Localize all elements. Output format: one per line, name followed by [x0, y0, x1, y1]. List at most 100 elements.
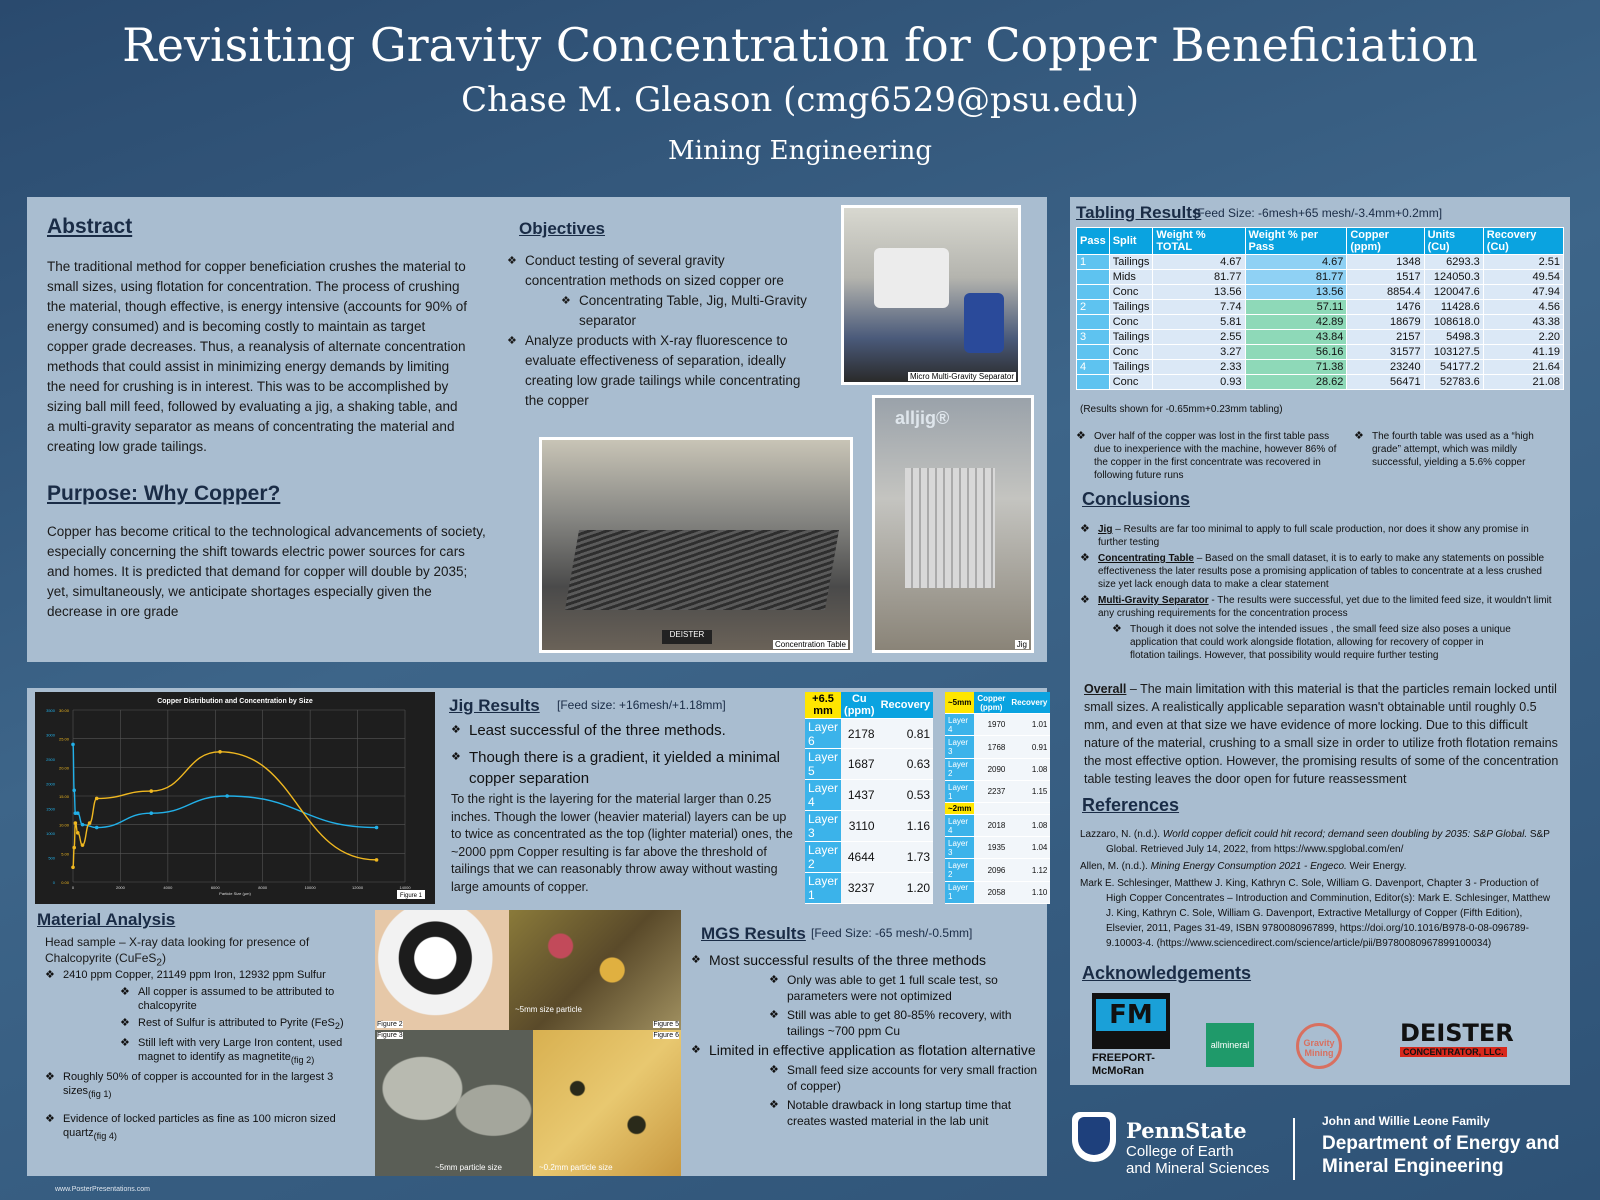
- x-tick-label: 4000: [163, 885, 173, 890]
- table-cell: Layer 3: [805, 810, 842, 843]
- chart-svg: Copper Distribution and Concentration by…: [46, 698, 425, 899]
- psu-college: College of Earth and Mineral Sciences: [1126, 1143, 1270, 1177]
- table-cell: Layer 6: [805, 718, 842, 750]
- table-header-cell: Recovery (Cu): [1482, 227, 1565, 255]
- table-header-cell: Cu (ppm): [841, 692, 878, 719]
- table-cell: 2157: [1346, 329, 1425, 345]
- material-bullet: 2410 ppm Copper, 21149 ppm Iron, 12932 p…: [45, 968, 365, 982]
- table-header-cell: Split: [1108, 227, 1154, 255]
- table-cell: 0.91: [1008, 735, 1051, 759]
- data-point: [75, 811, 80, 815]
- conclusion-sub: Though it does not solve the intended is…: [1112, 623, 1512, 662]
- conclusion-mgs: Multi-Gravity Separator - The results we…: [1080, 594, 1560, 620]
- table-cell: 81.77: [1152, 269, 1246, 285]
- table-cell: 5498.3: [1423, 329, 1484, 345]
- table-cell: Layer 1: [945, 881, 975, 905]
- table-cell: 56.16: [1244, 344, 1348, 360]
- jig-bullet: Least successful of the three methods.: [451, 720, 801, 741]
- table-cell: Layer 1: [945, 780, 975, 804]
- tabling-note-1: Over half of the copper was lost in the …: [1076, 430, 1348, 482]
- table-cell: 1: [1076, 254, 1110, 270]
- table-cell: 3.27: [1152, 344, 1246, 360]
- mgs-feed: [Feed Size: -65 mesh/-0.5mm]: [811, 926, 973, 940]
- deister-logo: DEISTER: [1400, 1019, 1514, 1047]
- x-tick-label: 10000: [305, 885, 317, 890]
- table-cell: Tailings: [1108, 359, 1154, 375]
- table-cell: 4644: [841, 841, 878, 874]
- x-tick-label: 6000: [211, 885, 221, 890]
- table-cell: [1076, 344, 1110, 360]
- author-line: Chase M. Gleason (cmg6529@psu.edu): [461, 80, 1139, 120]
- table-cell: 13.56: [1244, 284, 1348, 300]
- data-point: [75, 831, 80, 835]
- purpose-text: Copper has become critical to the techno…: [47, 524, 486, 619]
- table-cell: 4.56: [1482, 299, 1565, 315]
- table-cell: 11428.6: [1423, 299, 1484, 315]
- table-row: Layer 4 1970 1.01: [945, 713, 1051, 737]
- table-cell: 2.20: [1482, 329, 1565, 345]
- table-header-row: ~5mm Copper (ppm) Recovery: [945, 692, 1051, 715]
- data-point: [149, 789, 154, 793]
- references-list: Lazzaro, N. (n.d.). World copper deficit…: [1080, 827, 1560, 951]
- table-photo: DEISTER Concentration Table: [539, 437, 853, 653]
- table-cell: 4.67: [1152, 254, 1246, 270]
- machine-body: [874, 248, 949, 308]
- objective-subitem: Concentrating Table, Jig, Multi-Gravity …: [561, 291, 807, 331]
- department-line: Mining Engineering: [668, 136, 932, 166]
- table-cell: Layer 4: [945, 814, 975, 838]
- x-tick-label: 12000: [352, 885, 364, 890]
- conclusions-heading: Conclusions: [1082, 489, 1191, 509]
- material-subbullet: All copper is assumed to be attributed t…: [120, 985, 365, 1013]
- mgs-subbullet: Notable drawback in long startup time th…: [769, 1097, 1041, 1129]
- table-cell: Layer 3: [945, 836, 975, 860]
- table-cell: 1476: [1346, 299, 1425, 315]
- table-cell: Conc: [1108, 284, 1154, 300]
- y2-tick-label: 2000: [46, 782, 56, 787]
- mgs-bullet: Most successful results of the three met…: [691, 952, 1041, 969]
- material-bullet: Evidence of locked particles as fine as …: [45, 1112, 365, 1143]
- table-cell: 4: [1076, 359, 1110, 375]
- table-cell: 2096: [974, 858, 1009, 882]
- table-cell: 1.08: [1008, 814, 1051, 838]
- table-cell: 43.38: [1482, 314, 1565, 330]
- y-tick-label: 15.00: [59, 794, 70, 799]
- data-point: [225, 794, 229, 798]
- data-point: [71, 742, 75, 747]
- table-cell: 124050.3: [1423, 269, 1484, 285]
- tabling-heading: Tabling Results: [1076, 203, 1202, 222]
- jig-heading: Jig Results: [449, 696, 540, 715]
- table-header-cell: Copper (ppm): [974, 692, 1009, 715]
- table-header-cell: ~5mm: [945, 692, 975, 715]
- mgs-list: Most successful results of the three met…: [691, 952, 1041, 1129]
- material-intro: Head sample – X-ray data looking for pre…: [45, 935, 310, 969]
- table-cell: 1.12: [1008, 858, 1051, 882]
- mgs-bullet: Limited in effective application as flot…: [691, 1042, 1041, 1059]
- y-tick-label: 20.00: [59, 765, 70, 770]
- data-point: [71, 865, 75, 870]
- y-tick-label: 25.00: [59, 737, 70, 742]
- table-cell: 31577: [1346, 344, 1425, 360]
- table-cell: 1.15: [1008, 780, 1051, 804]
- table-cell: 54177.2: [1423, 359, 1484, 375]
- table-row: Layer 1 2237 1.15: [945, 780, 1051, 804]
- data-point: [72, 845, 76, 850]
- x-tick-label: 8000: [258, 885, 268, 890]
- table-cell: 1517: [1346, 269, 1425, 285]
- table-row: 3 Tailings 2.55 43.84 2157 5498.3 2.20: [1076, 329, 1565, 345]
- x-tick-label: 14000: [399, 885, 411, 890]
- table-row: Mids 81.77 81.77 1517 124050.3 49.54: [1076, 269, 1565, 285]
- table-row: ~2mm: [945, 802, 1051, 815]
- table-cell: 1768: [974, 735, 1009, 759]
- table-caption: Concentration Table: [772, 640, 848, 649]
- x-axis-label: Particle Size (µm): [219, 891, 251, 896]
- data-point: [94, 825, 99, 830]
- psu-name: PennState: [1126, 1118, 1247, 1143]
- table-cell: 120047.6: [1423, 284, 1484, 300]
- table-cell: 2.33: [1152, 359, 1246, 375]
- table-cell: 2018: [974, 814, 1009, 838]
- table-cell: 6293.3: [1423, 254, 1484, 270]
- objective-item: Conduct testing of several gravity conce…: [507, 251, 807, 291]
- table-cell: 2237: [974, 780, 1009, 804]
- table-cell: 4.67: [1244, 254, 1348, 270]
- table-header-row: Pass Split Weight % TOTAL Weight % per Pass…: [1076, 227, 1565, 255]
